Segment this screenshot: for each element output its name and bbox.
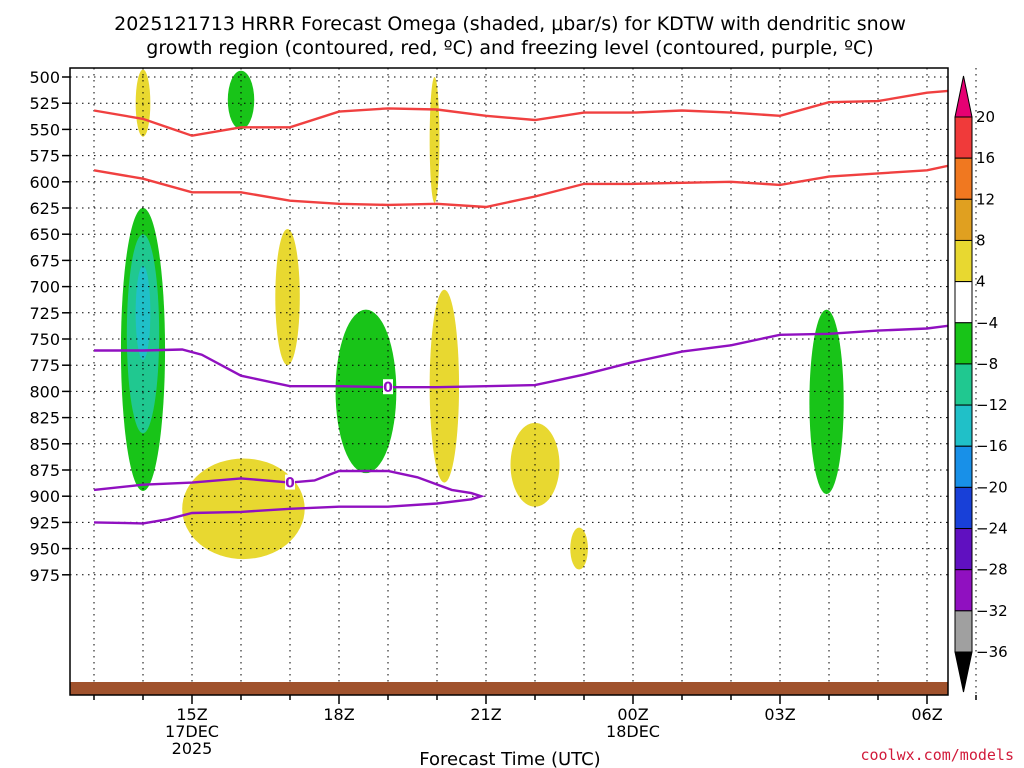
colorbar: 20 16 12 8 4 −4 −8 −12 −16 −20 −24 −28 −32 −36 — [954, 75, 1008, 693]
colorbar-label-4: 4 — [976, 273, 986, 291]
omega-region-9 — [182, 458, 305, 560]
y-tick-label-575: 575 — [29, 147, 60, 166]
y-tick-label-975: 975 — [29, 566, 60, 585]
contour-layer: 00 — [93, 89, 948, 525]
y-tick-label-900: 900 — [29, 487, 60, 506]
freezing-contour-upper — [94, 324, 948, 389]
y-tick-label-550: 550 — [29, 120, 60, 139]
dendritic-contour-top — [93, 89, 948, 137]
colorbar-label-9: −20 — [976, 478, 1008, 496]
colorbar-top-arrow — [954, 75, 973, 118]
x-tick-label-5-1: 18Z — [323, 705, 354, 724]
plot-frame — [69, 67, 949, 696]
colorbar-segment-6 — [954, 363, 973, 406]
freezing-zero-label-upper: 0 — [383, 379, 393, 396]
colorbar-label-7: −12 — [976, 396, 1008, 414]
colorbar-segment-9 — [954, 486, 973, 530]
freezing-zero-label-lower-bg — [285, 474, 295, 490]
y-tick-label-525: 525 — [29, 94, 60, 113]
y-tick-label-850: 850 — [29, 435, 60, 454]
colorbar-segment-2 — [954, 198, 973, 241]
x-tick-label-17-1: 06Z — [911, 705, 942, 724]
colorbar-segment-3 — [954, 239, 973, 283]
colorbar-segment-11 — [954, 569, 973, 612]
x-tick-label-11-2: 18DEC — [606, 722, 660, 741]
x-tick-label-2-3: 2025 — [172, 739, 213, 758]
y-tick-label-650: 650 — [29, 225, 60, 244]
colorbar-label-10: −24 — [976, 520, 1008, 538]
freezing-zero-label-upper-text: 0 — [383, 380, 393, 396]
y-tick-label-750: 750 — [29, 330, 60, 349]
colorbar-segment-5 — [954, 322, 973, 365]
chart-title-line1: 2025121713 HRRR Forecast Omega (shaded, … — [114, 13, 906, 35]
colorbar-segment-10 — [954, 528, 973, 571]
y-tick-label-775: 775 — [29, 356, 60, 375]
x-tick-label-14-1: 03Z — [764, 705, 795, 724]
grid-layer — [70, 68, 977, 695]
colorbar-segment-1 — [954, 157, 973, 200]
y-tick-label-875: 875 — [29, 461, 60, 480]
colorbar-segment-0 — [954, 116, 973, 159]
colorbar-label-2: 12 — [976, 190, 995, 208]
colorbar-label-12: −32 — [976, 602, 1008, 620]
plot-area: 00 — [69, 67, 977, 696]
chart-title-line2: growth region (contoured, red, ºC) and f… — [146, 37, 873, 59]
x-tick-label-2-2: 17DEC — [165, 722, 219, 741]
omega-region-11 — [570, 527, 588, 570]
y-tick-label-800: 800 — [29, 382, 60, 401]
freezing-zero-label-lower: 0 — [285, 474, 295, 492]
colorbar-label-1: 16 — [976, 149, 995, 167]
x-tick-label-2-1: 15Z — [176, 705, 207, 724]
y-axis: 500 525 550 575 600 625 650 675 700 725 750 775 800 8… — [29, 68, 70, 585]
y-tick-label-925: 925 — [29, 513, 60, 532]
y-tick-label-500: 500 — [29, 68, 60, 87]
x-axis-label: Forecast Time (UTC) — [419, 749, 600, 768]
credit-text: coolwx.com/models — [860, 746, 1014, 764]
x-tick-label-8-1: 21Z — [470, 705, 501, 724]
colorbar-label-5: −4 — [976, 314, 998, 332]
y-tick-label-700: 700 — [29, 278, 60, 297]
omega-region-7 — [335, 309, 397, 474]
terrain-band — [70, 682, 948, 695]
colorbar-segment-8 — [954, 445, 973, 488]
colorbar-segment-12 — [954, 610, 973, 653]
y-tick-label-950: 950 — [29, 540, 60, 559]
colorbar-label-3: 8 — [976, 231, 986, 249]
colorbar-bottom-arrow — [954, 651, 973, 693]
omega-region-2 — [429, 77, 440, 203]
x-tick-label-11-1: 00Z — [617, 705, 648, 724]
colorbar-label-11: −28 — [976, 561, 1008, 579]
y-tick-label-625: 625 — [29, 199, 60, 218]
colorbar-label-8: −16 — [976, 437, 1008, 455]
y-tick-label-675: 675 — [29, 251, 60, 270]
omega-region-6 — [275, 228, 300, 366]
plot-background — [70, 68, 948, 695]
colorbar-segment-4 — [954, 281, 973, 324]
omega-region-12 — [809, 309, 844, 495]
y-tick-label-725: 725 — [29, 304, 60, 323]
colorbar-label-6: −8 — [976, 355, 998, 373]
colorbar-label-13: −36 — [976, 643, 1008, 661]
y-tick-label-600: 600 — [29, 173, 60, 192]
freezing-contour-lower — [93, 469, 486, 525]
colorbar-label-0: 20 — [976, 108, 995, 126]
omega-region-1 — [227, 70, 255, 130]
y-tick-label-825: 825 — [29, 409, 60, 428]
dendritic-contour-bottom — [93, 164, 948, 209]
freezing-zero-label-lower-text: 0 — [285, 476, 295, 492]
freezing-zero-label-upper-bg — [383, 379, 393, 395]
colorbar-segment-7 — [954, 404, 973, 447]
